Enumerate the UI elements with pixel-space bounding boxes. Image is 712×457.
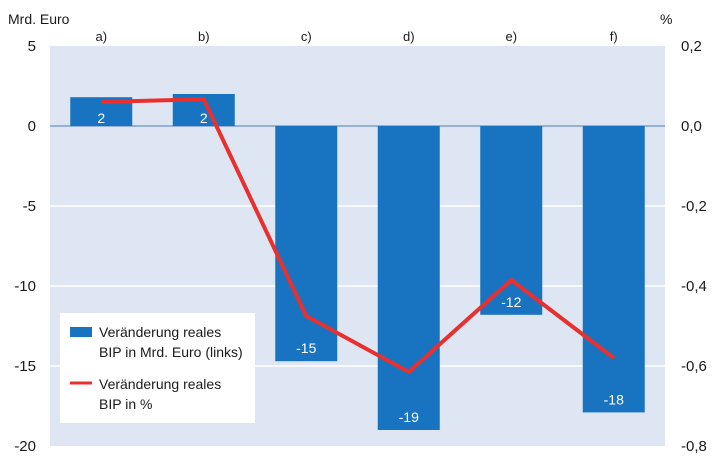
- left-axis-unit: Mrd. Euro: [8, 11, 70, 27]
- bar-data-label: -15: [296, 340, 316, 356]
- left-tick-label: -20: [14, 438, 36, 455]
- bar: [377, 126, 440, 430]
- left-tick-label: -5: [23, 198, 36, 215]
- left-tick-label: 5: [28, 38, 36, 55]
- legend: Veränderung reales BIP in Mrd. Euro (lin…: [60, 313, 255, 423]
- right-tick-label: -0,4: [681, 278, 707, 295]
- right-tick-label: -0,2: [681, 198, 707, 215]
- bar-data-label: -18: [604, 391, 624, 407]
- bar-data-labels: 2 2 -15 -19 -12 -18: [97, 110, 624, 425]
- bar-data-label: -19: [399, 409, 419, 425]
- bar: [275, 126, 338, 362]
- legend-bar-label-line1: Veränderung reales: [99, 324, 221, 340]
- legend-line-label-line2: BIP in %: [99, 396, 152, 412]
- bar: [480, 126, 543, 315]
- category-label: a): [95, 29, 107, 44]
- left-tick-label: -10: [14, 278, 36, 295]
- category-labels: a) b) c) d) e) f): [95, 29, 617, 44]
- right-tick-label: 0,0: [681, 118, 702, 135]
- bar-data-label: -12: [501, 294, 521, 310]
- right-tick-label: -0,6: [681, 358, 707, 375]
- left-axis-ticks: 5 0 -5 -10 -15 -20: [14, 38, 36, 455]
- category-label: c): [301, 29, 312, 44]
- right-axis-ticks: 0,2 0,0 -0,2 -0,4 -0,6 -0,8: [681, 38, 707, 455]
- line-series: [101, 97, 615, 374]
- right-tick-label: 0,2: [681, 38, 702, 55]
- category-label: d): [403, 29, 415, 44]
- legend-box: [60, 313, 255, 423]
- legend-bar-label-line2: BIP in Mrd. Euro (links): [99, 344, 243, 360]
- category-label: f): [610, 29, 618, 44]
- bar-data-label: 2: [97, 110, 105, 126]
- category-label: e): [505, 29, 517, 44]
- right-tick-label: -0,8: [681, 438, 707, 455]
- category-label: b): [198, 29, 210, 44]
- bar: [582, 126, 645, 413]
- legend-line-label-line1: Veränderung reales: [99, 376, 221, 392]
- legend-bar-swatch: [70, 327, 92, 337]
- left-tick-label: 0: [28, 118, 36, 135]
- left-tick-label: -15: [14, 358, 36, 375]
- bar-data-label: 2: [200, 110, 208, 126]
- right-axis-unit: %: [660, 11, 672, 27]
